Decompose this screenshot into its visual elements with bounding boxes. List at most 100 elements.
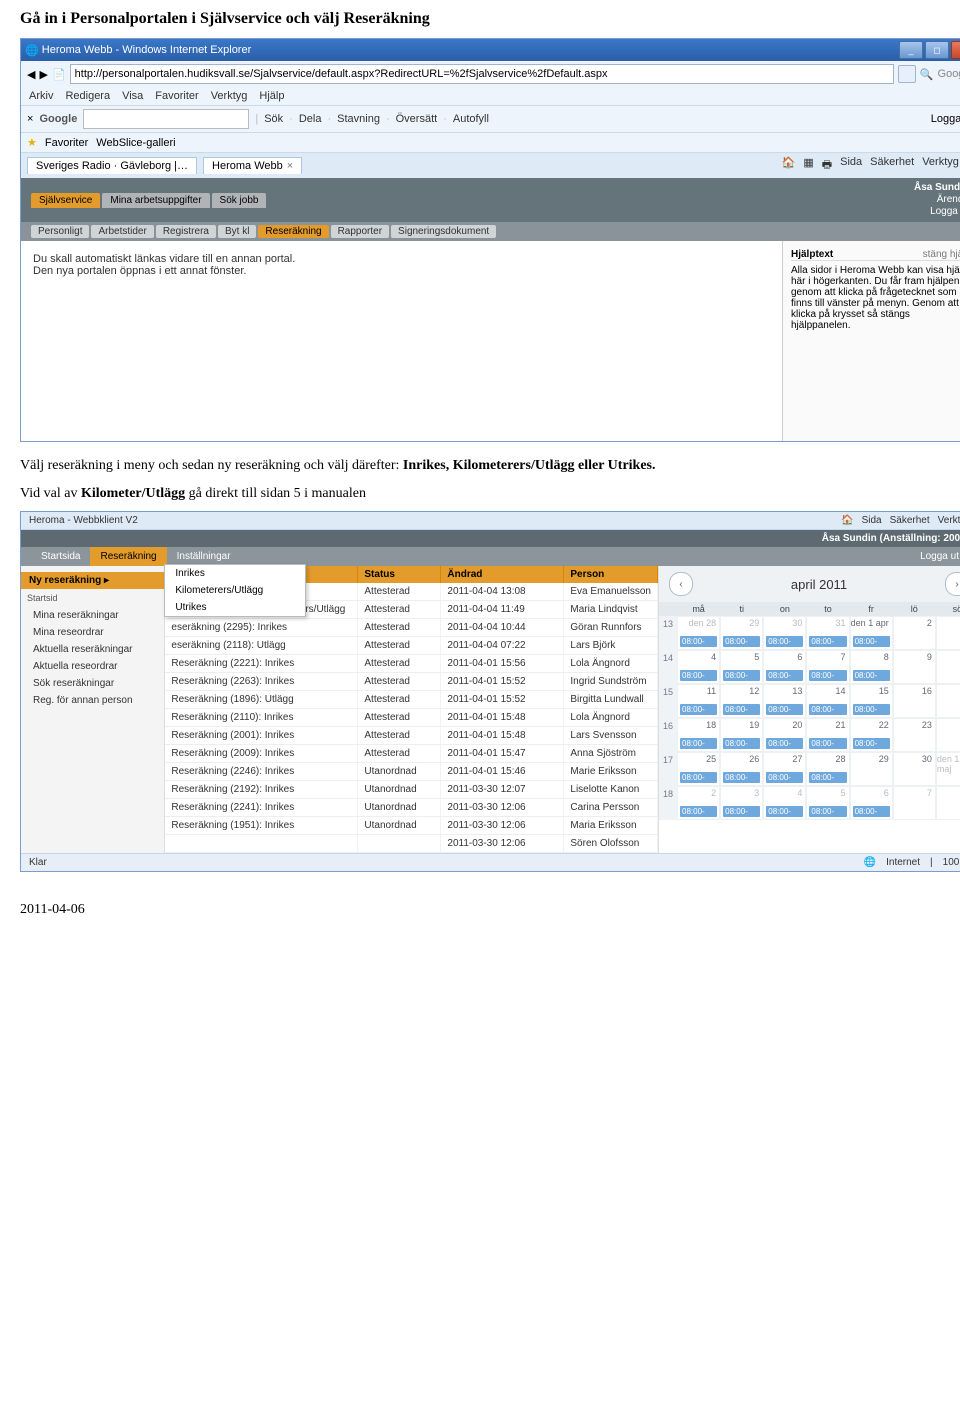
cal-cell[interactable]: 2208:00-13:00 <box>850 718 893 752</box>
google-stavning[interactable]: Stavning <box>337 113 380 125</box>
ie-tab-heroma[interactable]: Heroma Webb× <box>203 157 302 174</box>
back-icon[interactable]: ◀ <box>27 68 35 81</box>
heroma-user-arende[interactable]: Ärende <box>914 194 960 206</box>
cal-cell[interactable]: 2808:00-17:00 <box>806 752 849 786</box>
cal-cell[interactable]: 608:00-17:00 <box>850 786 893 820</box>
heroma-user-logout[interactable]: Logga ut <box>914 206 960 218</box>
rss-icon[interactable]: ▦ <box>803 156 813 175</box>
subnav-registrera[interactable]: Registrera <box>156 225 216 238</box>
tool-sakerhet[interactable]: Säkerhet <box>870 156 914 175</box>
cal-cell[interactable]: 8 <box>936 786 960 820</box>
heroma-tab-arbet[interactable]: Mina arbetsuppgifter <box>102 193 209 208</box>
cal-cell[interactable]: 1108:00-17:00 <box>677 684 720 718</box>
table-row[interactable]: Reseräkning (1951): InrikesUtanordnad201… <box>165 817 658 835</box>
cal-cell[interactable]: 17 <box>936 684 960 718</box>
star-icon[interactable]: ★ <box>27 136 37 149</box>
print-icon[interactable]: 🖶 <box>822 156 832 175</box>
cal-cell[interactable]: 608:00-17:00 <box>763 650 806 684</box>
cal-event-bar[interactable]: 08:00-17:00 <box>680 704 717 715</box>
google-sok[interactable]: Sök <box>264 113 283 125</box>
ie-tab-radio[interactable]: Sveriges Radio · Gävleborg |… <box>27 157 197 174</box>
subnav-reserakning[interactable]: Reseräkning <box>258 225 328 238</box>
subnav-rapporter[interactable]: Rapporter <box>331 225 389 238</box>
cal-cell[interactable]: 29 <box>850 752 893 786</box>
table-row[interactable]: Reseräkning (2110): InrikesAttesterad201… <box>165 709 658 727</box>
popup-utrikes[interactable]: Utrikes <box>165 599 305 616</box>
cal-cell[interactable]: 1408:00-17:00 <box>806 684 849 718</box>
menu-verktyg[interactable]: Verktyg <box>211 90 248 102</box>
cal-cell[interactable]: 1208:00-17:00 <box>720 684 763 718</box>
home-icon[interactable]: 🏠 <box>782 156 796 175</box>
cal-event-bar[interactable]: 08:00-17:00 <box>809 772 846 783</box>
cal-event-bar[interactable]: 08:00-17:00 <box>680 738 717 749</box>
cal-event-bar[interactable]: 08:00-17:00 <box>766 806 803 817</box>
search-icon[interactable]: 🔍 <box>920 68 934 81</box>
cal-event-bar[interactable]: 08:00-17:00 <box>853 806 890 817</box>
heroma-tab-sjalvservice[interactable]: Självservice <box>31 193 100 208</box>
cal-cell[interactable]: 23 <box>893 718 936 752</box>
cal-cell[interactable]: 2708:00-17:00 <box>763 752 806 786</box>
cal-event-bar[interactable]: 08:00-17:00 <box>766 704 803 715</box>
th-person[interactable]: Person <box>564 566 658 583</box>
heroma-tab-sokjobb[interactable]: Sök jobb <box>212 193 267 208</box>
google-x-icon[interactable]: × <box>27 113 33 125</box>
cal-prev-icon[interactable]: ‹ <box>669 572 693 596</box>
cal-cell[interactable]: 1908:00-17:00 <box>720 718 763 752</box>
tool-verktyg[interactable]: Verktyg <box>922 156 959 175</box>
subnav-personligt[interactable]: Personligt <box>31 225 89 238</box>
table-row[interactable]: eseräkning (2118): UtläggAttesterad2011-… <box>165 637 658 655</box>
cal-cell[interactable]: 308:00-17:00 <box>720 786 763 820</box>
wk-nav-startsida[interactable]: Startsida <box>31 547 90 566</box>
wk-side-aktres[interactable]: Aktuella reseräkningar <box>21 641 164 658</box>
cal-cell[interactable]: 2 <box>893 616 936 650</box>
cal-cell[interactable]: 7 <box>893 786 936 820</box>
cal-cell[interactable]: den 1 maj <box>936 752 960 786</box>
google-dela[interactable]: Dela <box>299 113 322 125</box>
cal-event-bar[interactable]: 08:00-17:00 <box>680 772 717 783</box>
cal-event-bar[interactable]: 08:00-17:00 <box>723 772 760 783</box>
subnav-arbetstider[interactable]: Arbetstider <box>91 225 153 238</box>
cal-cell[interactable]: 2108:00-17:00 <box>806 718 849 752</box>
cal-cell[interactable]: 808:00-17:00 <box>850 650 893 684</box>
google-oversatt[interactable]: Översätt <box>396 113 438 125</box>
wk-side-reg[interactable]: Reg. för annan person <box>21 692 164 709</box>
table-row[interactable]: Reseräkning (2009): InrikesAttesterad201… <box>165 745 658 763</box>
cal-event-bar[interactable]: 08:00-17:00 <box>723 636 760 647</box>
menu-hjalp[interactable]: Hjälp <box>259 90 284 102</box>
wk-side-aktord[interactable]: Aktuella reseordrar <box>21 658 164 675</box>
cal-cell[interactable]: 3108:00-17:00 <box>806 616 849 650</box>
cal-cell[interactable]: 2908:00-17:00 <box>720 616 763 650</box>
tool-sakerhet[interactable]: Säkerhet <box>890 515 930 526</box>
wk-side-sok[interactable]: Sök reseräkningar <box>21 675 164 692</box>
cal-event-bar[interactable]: 08:00-17:00 <box>723 704 760 715</box>
wk-logout[interactable]: Logga ut <box>910 547 960 566</box>
url-input[interactable] <box>70 64 894 84</box>
cal-cell[interactable]: den 1 apr08:00-17:00 <box>850 616 893 650</box>
cal-cell[interactable]: 1308:00-17:00 <box>763 684 806 718</box>
cal-event-bar[interactable]: 08:00-17:00 <box>766 670 803 681</box>
table-row[interactable]: Reseräkning (1896): UtläggAttesterad2011… <box>165 691 658 709</box>
cal-cell[interactable]: 2008:00-17:00 <box>763 718 806 752</box>
menu-arkiv[interactable]: Arkiv <box>29 90 53 102</box>
tool-verktyg[interactable]: Verktyg <box>938 515 960 526</box>
wk-side-minareo[interactable]: Mina reseordrar <box>21 624 164 641</box>
menu-redigera[interactable]: Redigera <box>65 90 110 102</box>
cal-event-bar[interactable]: 08:00-17:00 <box>723 738 760 749</box>
cal-event-bar[interactable]: 08:00-13:00 <box>853 738 890 749</box>
cal-event-bar[interactable]: 08:00-17:00 <box>809 704 846 715</box>
cal-event-bar[interactable]: 08:00-17:00 <box>680 806 717 817</box>
th-status[interactable]: Status <box>358 566 441 583</box>
cal-cell[interactable]: 3008:00-17:00 <box>763 616 806 650</box>
cal-cell[interactable]: 2508:00-17:00 <box>677 752 720 786</box>
table-row[interactable]: eseräkning (2295): InrikesAttesterad2011… <box>165 619 658 637</box>
cal-cell[interactable]: den 2808:00-17:00 <box>677 616 720 650</box>
cal-cell[interactable]: 508:00-17:00 <box>806 786 849 820</box>
cal-cell[interactable]: 408:00-17:00 <box>677 650 720 684</box>
maximize-button[interactable]: ◻ <box>925 41 949 59</box>
wk-tab[interactable]: Heroma - Webbklient V2 <box>29 515 138 526</box>
table-row[interactable]: Reseräkning (2263): InrikesAttesterad201… <box>165 673 658 691</box>
cal-next-icon[interactable]: › <box>945 572 960 596</box>
cal-event-bar[interactable]: 08:00-17:00 <box>853 704 890 715</box>
home-icon[interactable]: 🏠 <box>841 515 853 526</box>
cal-event-bar[interactable]: 08:00-17:00 <box>809 670 846 681</box>
